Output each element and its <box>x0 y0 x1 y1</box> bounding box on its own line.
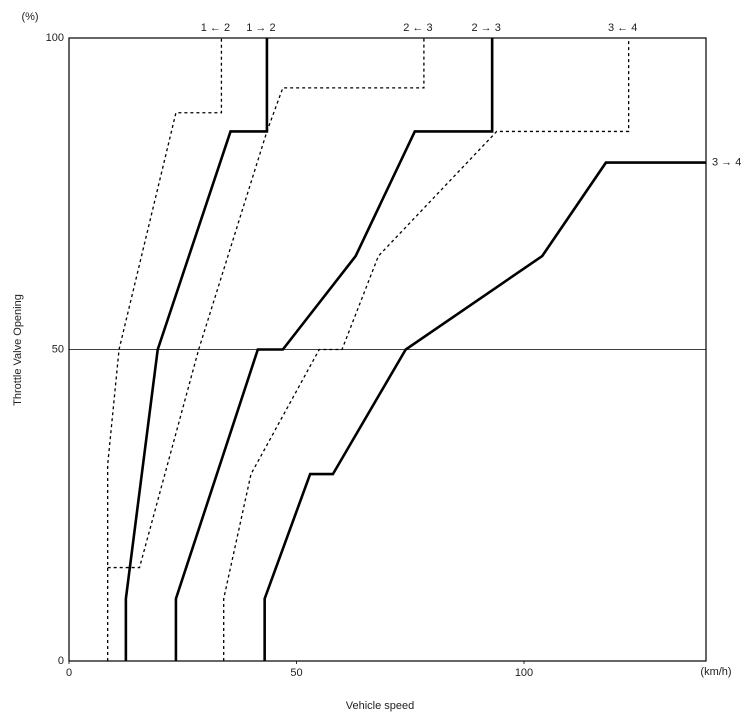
y-unit: (%) <box>21 11 38 23</box>
y-tick-label: 50 <box>52 343 64 355</box>
series-label: 1 → 2 <box>246 22 275 34</box>
series-label: 2 → 3 <box>471 22 500 34</box>
y-tick-label: 100 <box>46 32 64 44</box>
x-axis-label: Vehicle speed <box>346 700 415 712</box>
shift-line <box>263 161 706 661</box>
shift-line <box>223 38 630 661</box>
y-tick-label: 0 <box>58 655 64 667</box>
series-label: 1 ← 2 <box>201 22 230 34</box>
series-label: 2 ← 3 <box>403 22 432 34</box>
series-label: 3 → 4 <box>712 157 741 169</box>
shift-line <box>124 38 269 661</box>
x-unit: (km/h) <box>700 666 731 678</box>
shift-line <box>107 38 425 569</box>
x-tick-label: 100 <box>515 667 533 679</box>
shift-line <box>107 38 223 661</box>
x-tick-label: 50 <box>290 667 302 679</box>
x-tick-label: 0 <box>66 667 72 679</box>
shift-line <box>174 38 494 661</box>
series-label: 3 ← 4 <box>608 22 637 34</box>
y-axis-label: Throttle Valve Opening <box>12 294 24 406</box>
